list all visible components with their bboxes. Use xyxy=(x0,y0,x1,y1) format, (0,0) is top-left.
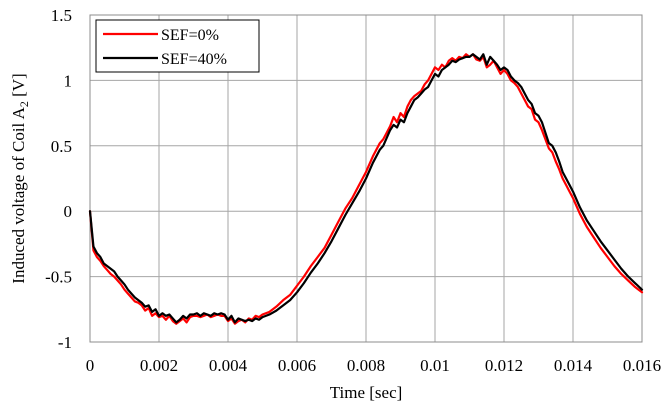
x-tick-label: 0.002 xyxy=(140,356,178,375)
x-tick-label: 0.01 xyxy=(420,356,450,375)
x-tick-label: 0.016 xyxy=(623,356,661,375)
grid xyxy=(90,15,642,342)
series-line-sef-0 xyxy=(88,53,644,325)
x-tick-label: 0.004 xyxy=(209,356,248,375)
legend-label-sef-40: SEF=40% xyxy=(161,51,227,68)
legend: SEF=0% SEF=40% xyxy=(95,19,260,73)
y-tick-label: 0 xyxy=(64,202,73,221)
series-layer xyxy=(88,53,644,325)
x-tick-label: 0.008 xyxy=(347,356,385,375)
plot-frame xyxy=(89,14,643,343)
y-axis-title-main: Induced voltage of Coil A xyxy=(9,106,28,283)
legend-label-sef-0: SEF=0% xyxy=(161,27,219,44)
x-tick-label: 0.012 xyxy=(485,356,523,375)
x-tick-label: 0.014 xyxy=(554,356,593,375)
y-tick-label: 0.5 xyxy=(51,137,72,156)
y-axis-title: Induced voltage of Coil A2 [V] xyxy=(9,73,31,283)
y-axis-title-unit: [V] xyxy=(9,73,28,101)
y-tick-label: -0.5 xyxy=(45,268,72,287)
y-axis-title-subscript: 2 xyxy=(17,101,31,107)
y-tick-label: 1.5 xyxy=(51,6,72,25)
series-line-sef-40 xyxy=(88,53,644,324)
x-axis-title: Time [sec] xyxy=(330,383,403,402)
legend-box xyxy=(95,19,260,73)
x-tick-label: 0.006 xyxy=(278,356,316,375)
y-tick-label: -1 xyxy=(58,333,72,352)
tick-labels: 0 0.002 0.004 0.006 0.008 0.01 0.012 0.014 0.016… xyxy=(45,6,661,375)
y-tick-label: 1 xyxy=(64,71,73,90)
x-tick-label: 0 xyxy=(86,356,95,375)
